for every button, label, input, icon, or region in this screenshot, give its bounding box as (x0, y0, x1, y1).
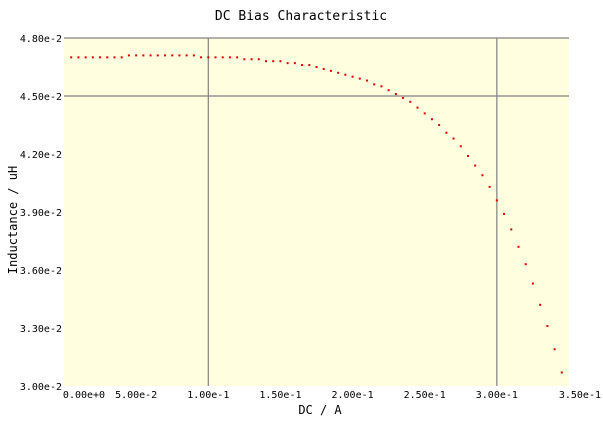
y-tick-label: 3.00e-2 (20, 382, 62, 393)
data-point (293, 62, 296, 65)
data-point (301, 64, 304, 67)
data-point (149, 54, 152, 57)
data-point (366, 79, 368, 82)
data-point (77, 56, 80, 59)
data-point (394, 93, 397, 96)
data-point (452, 137, 455, 140)
data-point (329, 69, 332, 72)
data-point (257, 58, 260, 61)
data-point (503, 212, 506, 215)
data-point (70, 56, 73, 59)
data-point (91, 56, 94, 59)
data-point (250, 58, 253, 61)
y-tick-label: 4.80e-2 (20, 34, 62, 45)
series-layer (70, 54, 563, 374)
data-point (531, 282, 534, 285)
data-point (200, 56, 203, 59)
plot-area (64, 38, 569, 386)
data-point (156, 54, 159, 57)
data-point (459, 145, 462, 148)
chart-title: DC Bias Characteristic (215, 9, 387, 24)
data-point (517, 245, 520, 248)
data-point (430, 118, 433, 121)
data-point (546, 325, 549, 328)
data-point (113, 56, 116, 59)
x-axis-label: DC / A (298, 403, 342, 417)
data-point (474, 164, 477, 167)
data-point (423, 112, 426, 115)
data-point (243, 58, 246, 61)
data-point (164, 54, 166, 57)
x-tick-label: 3.50e-1 (559, 390, 601, 401)
data-point (228, 56, 231, 59)
data-point (106, 56, 109, 59)
data-point (272, 60, 275, 63)
data-point (416, 106, 419, 109)
data-point (221, 56, 224, 59)
data-point (351, 75, 354, 78)
x-tick-label: 5.00e-2 (115, 390, 157, 401)
grid-layer (64, 37, 569, 386)
data-point (308, 64, 311, 67)
data-point (286, 62, 289, 65)
data-point (467, 154, 469, 157)
y-tick-label: 3.90e-2 (20, 208, 62, 219)
data-point (524, 263, 527, 266)
x-tick-label: 1.50e-1 (259, 390, 301, 401)
data-point (171, 54, 174, 57)
data-point (185, 54, 188, 57)
data-point (488, 185, 491, 188)
data-point (142, 54, 145, 57)
data-point (192, 54, 195, 57)
data-point (214, 56, 217, 59)
data-point (236, 56, 239, 59)
data-point (344, 73, 347, 76)
y-axis-label: Inductance / uH (6, 166, 20, 274)
x-tick-label: 2.50e-1 (404, 390, 446, 401)
data-point (510, 228, 513, 231)
data-point (207, 56, 210, 59)
data-point (445, 131, 448, 134)
x-axis-ticks: 0.00e+0 5.00e-2 1.00e-1 1.50e-1 2.00e-1 2.50e… (63, 390, 601, 401)
plot-background (64, 38, 569, 386)
data-point (337, 71, 340, 74)
data-point (135, 54, 138, 57)
data-point (409, 100, 412, 103)
data-point (380, 85, 383, 88)
data-point (481, 174, 484, 177)
data-point (387, 89, 390, 92)
y-axis-ticks: 3.00e-2 3.30e-2 3.60e-2 3.90e-2 4.20e-2 4.50e… (20, 34, 62, 393)
y-tick-label: 3.30e-2 (20, 324, 62, 335)
data-point (373, 83, 376, 86)
data-point (553, 348, 556, 351)
data-point (438, 124, 441, 126)
data-point (279, 60, 282, 63)
data-point (127, 54, 130, 57)
x-tick-label: 0.00e+0 (63, 390, 105, 401)
data-point (560, 371, 563, 374)
y-tick-label: 4.20e-2 (20, 150, 62, 161)
y-tick-label: 3.60e-2 (20, 266, 62, 277)
x-tick-label: 2.00e-1 (331, 390, 373, 401)
data-point (358, 77, 361, 80)
y-tick-label: 4.50e-2 (20, 92, 62, 103)
data-point (120, 56, 123, 59)
data-point (99, 56, 102, 59)
x-tick-label: 3.00e-1 (476, 390, 518, 401)
data-point (265, 60, 267, 63)
data-point (315, 66, 318, 68)
data-point (322, 67, 325, 70)
data-point (539, 303, 542, 306)
data-point (178, 54, 181, 57)
x-tick-label: 1.00e-1 (187, 390, 229, 401)
data-point (84, 56, 87, 59)
data-point (402, 96, 405, 99)
data-point (495, 199, 498, 202)
